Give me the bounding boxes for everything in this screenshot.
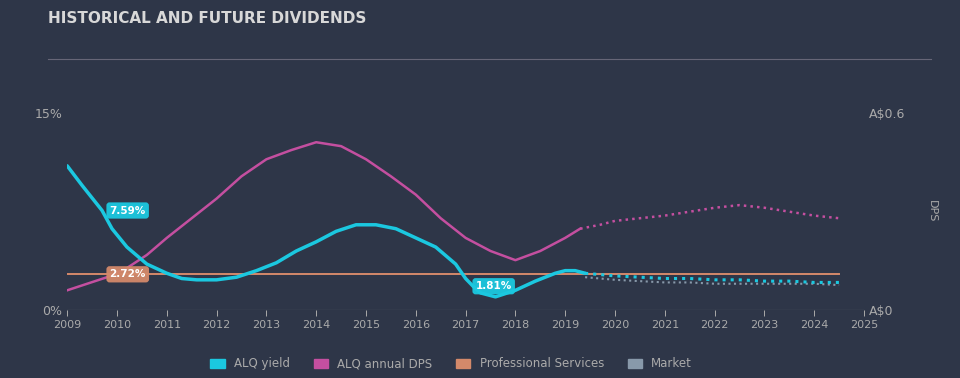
Text: 2.72%: 2.72% — [109, 269, 146, 279]
Legend: ALQ yield, ALQ annual DPS, Professional Services, Market: ALQ yield, ALQ annual DPS, Professional … — [210, 357, 692, 370]
Text: 1.81%: 1.81% — [475, 281, 512, 291]
Text: 7.59%: 7.59% — [109, 206, 146, 215]
Text: HISTORICAL AND FUTURE DIVIDENDS: HISTORICAL AND FUTURE DIVIDENDS — [48, 11, 367, 26]
Text: DPS: DPS — [926, 200, 936, 223]
